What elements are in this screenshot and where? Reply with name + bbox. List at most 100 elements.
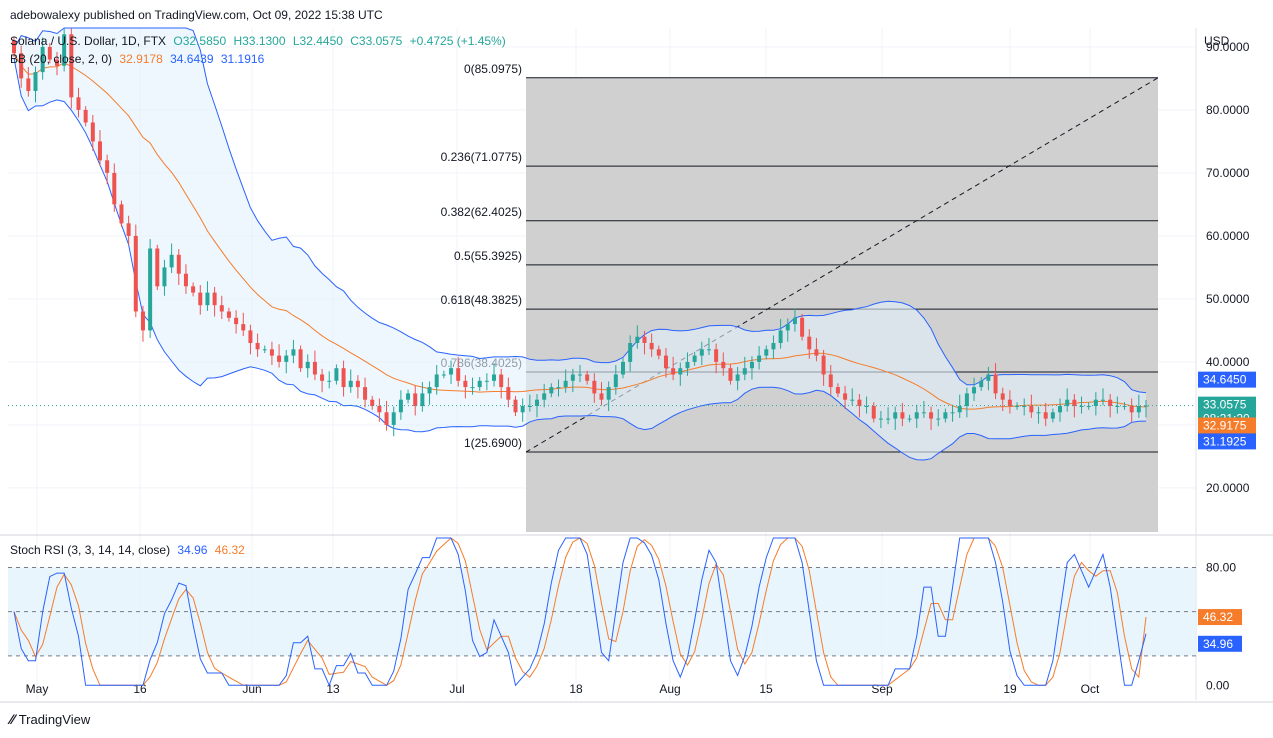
candle-body [1007, 399, 1012, 406]
candle-body [470, 387, 475, 389]
fib-level-label: 0.236(71.0775) [441, 150, 522, 164]
candle-body [26, 78, 31, 91]
candle-body [542, 393, 547, 400]
fib-level-label: 1(25.6900) [464, 436, 522, 450]
candle-body [706, 349, 711, 351]
candle-body [506, 387, 511, 400]
ohlc-change: +0.4725 (+1.45%) [409, 34, 506, 48]
candle-body [921, 412, 926, 414]
candle-body [943, 412, 948, 419]
candle-body [420, 393, 425, 406]
price-tick-label: 20.0000 [1206, 481, 1250, 495]
fib-trend-line [525, 77, 1159, 453]
time-tick-label: Oct [1081, 682, 1100, 696]
price-tick-label: 70.0000 [1206, 166, 1250, 180]
candle-body [685, 361, 690, 369]
currency-label: USD [1204, 34, 1230, 48]
candle-body [463, 380, 468, 388]
candle-body [800, 317, 805, 337]
candle-body [148, 248, 153, 331]
time-tick-label: 15 [759, 682, 773, 696]
candle-body [735, 374, 740, 381]
time-tick-label: 13 [326, 682, 340, 696]
time-tick-label: Jun [242, 682, 261, 696]
candle-body [1029, 406, 1034, 413]
candle-body [456, 368, 461, 381]
brand-name: TradingView [18, 711, 91, 727]
candle-body [864, 406, 869, 407]
candle-body [771, 343, 776, 350]
candle-body [893, 412, 898, 419]
candle-body [656, 349, 661, 356]
time-tick-label: Aug [659, 682, 680, 696]
candle-body [1136, 406, 1141, 413]
candle-body [54, 59, 59, 66]
time-tick-label: 19 [1003, 682, 1017, 696]
stoch-d-price-label: 46.32 [1203, 610, 1233, 624]
candle-body [878, 418, 883, 420]
candle-body [198, 292, 203, 306]
candle-body [592, 380, 597, 394]
bb-label[interactable]: BB (20, close, 2, 0) [10, 52, 113, 66]
candle-body [219, 305, 224, 312]
candle-body [298, 349, 303, 369]
candle-body [699, 349, 704, 356]
candle-body [434, 374, 439, 388]
bb-lower-price-label: 31.1925 [1203, 434, 1247, 448]
candle-body [907, 418, 912, 420]
tradingview-logo-icon: ⁄⁄ [10, 711, 15, 727]
candle-body [807, 336, 812, 350]
candle-body [678, 368, 683, 375]
candle-body [663, 355, 668, 369]
candle-body [986, 374, 991, 381]
candle-body [513, 399, 518, 413]
candle-body [492, 374, 497, 381]
candle-body [40, 46, 45, 73]
candle-body [570, 374, 575, 381]
candle-body [1122, 406, 1127, 407]
fib-level-label: 0.382(62.4025) [441, 205, 522, 219]
symbol-name[interactable]: Solana / U.S. Dollar, 1D, FTX [10, 34, 167, 48]
candle-body [535, 399, 540, 406]
candle-body [527, 406, 532, 407]
stoch-d-value: 46.32 [214, 543, 245, 557]
candle-body [162, 267, 167, 287]
candle-body [262, 349, 267, 351]
candle-body [1050, 412, 1055, 419]
ohlc-high: H33.1300 [233, 34, 286, 48]
candle-body [914, 412, 919, 419]
candle-body [477, 380, 482, 388]
stoch-tick-label: 0.00 [1206, 678, 1230, 692]
candle-body [363, 387, 368, 400]
stoch-label[interactable]: Stoch RSI (3, 3, 14, 14, close) [10, 543, 171, 557]
candle-body [284, 355, 289, 362]
candle-body [778, 330, 783, 343]
footer-brand[interactable]: ⁄⁄ TradingView [10, 711, 90, 727]
candle-body [1065, 399, 1070, 406]
bb-lower-line [13, 58, 1147, 461]
fib-level-label: 0(85.0975) [464, 62, 522, 76]
candle-body [721, 361, 726, 369]
bb-basis-line [13, 52, 1147, 410]
candle-body [348, 380, 353, 388]
candle-body [792, 317, 797, 325]
candle-body [620, 361, 625, 375]
candle-body [248, 330, 253, 343]
candle-body [499, 374, 504, 388]
candle-body [613, 374, 618, 388]
candle-body [355, 380, 360, 388]
candle-body [205, 292, 210, 306]
stoch-k-price-label: 34.96 [1203, 637, 1233, 651]
candle-body [929, 412, 934, 419]
candle-body [1144, 405, 1148, 407]
candle-body [764, 349, 769, 356]
candle-body [269, 349, 274, 356]
candle-body [714, 349, 719, 362]
candle-body [391, 412, 396, 425]
bb-lower-value: 31.1916 [220, 52, 265, 66]
stoch-d-box [1198, 609, 1242, 626]
candle-body [320, 374, 325, 381]
candle-body [785, 324, 790, 331]
bb-lower-price-box [1198, 433, 1256, 450]
